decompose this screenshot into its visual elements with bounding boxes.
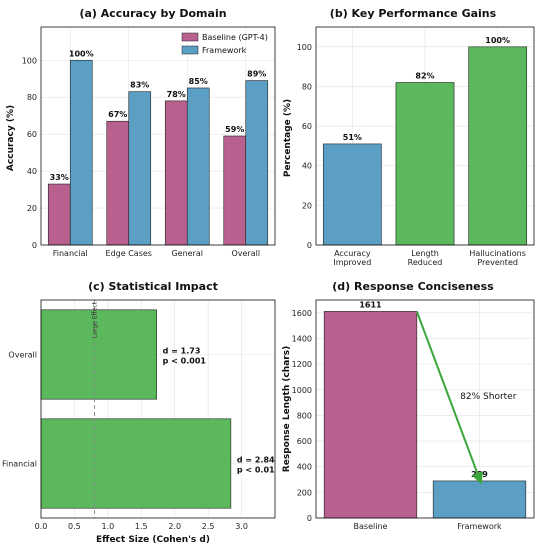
data-label: 100%: [485, 36, 510, 45]
x-tick-label: 1.0: [101, 522, 114, 531]
bar-gain: [468, 46, 528, 246]
y-tick-label: 1000: [292, 386, 312, 395]
chart-statistical-impact: (c) Statistical Impact Effect Size (Cohe…: [2, 280, 276, 545]
x-tick-label: Baseline: [354, 522, 388, 531]
reduction-arrow: [415, 311, 484, 485]
y-tick-label: Financial: [2, 460, 37, 469]
x-tick-label: 2.0: [168, 522, 181, 531]
x-tick-label: Framework: [457, 522, 502, 531]
y-tick-label: 1200: [292, 360, 312, 369]
x-tick-label: Length Reduced: [408, 249, 443, 267]
y-tick-label: 1400: [292, 334, 312, 343]
bar-framework: [128, 91, 152, 246]
y-tick-label: 100: [297, 43, 312, 52]
y-tick-label: 20: [302, 201, 312, 210]
y-tick-label: 60: [302, 122, 312, 131]
effect-annotation: d = 1.73 p < 0.001: [163, 347, 207, 366]
chart-a-legend: Baseline (GPT-4) Framework: [181, 32, 268, 55]
data-label: 59%: [225, 125, 244, 134]
data-label: 1611: [359, 300, 382, 309]
x-tick-label: 1.5: [135, 522, 148, 531]
y-tick-label: 600: [297, 437, 312, 446]
chart-c-title: (c) Statistical Impact: [88, 280, 218, 293]
x-tick-label: 0.5: [68, 522, 81, 531]
chart-d-ylabel: Response Length (chars): [282, 346, 292, 472]
bar-response-length: [432, 480, 527, 519]
bar-gain: [395, 82, 455, 246]
legend-swatch-framework: [181, 45, 199, 55]
bar-baseline: [106, 120, 130, 246]
reduction-annotation: 82% Shorter: [460, 392, 517, 402]
y-tick-label: 800: [297, 411, 312, 420]
chart-accuracy-by-domain: (a) Accuracy by Domain Accuracy (%) 33% 1…: [6, 7, 276, 258]
bar-baseline: [223, 135, 247, 246]
x-tick-label: Hallucinations Prevented: [469, 249, 526, 267]
y-tick-label: 40: [302, 162, 312, 171]
x-tick-label: Overall: [231, 249, 260, 258]
bar-framework: [69, 59, 93, 246]
chart-b-ylabel: Percentage (%): [283, 99, 293, 177]
x-tick-label: Financial: [53, 249, 88, 258]
y-tick-label: 100: [22, 56, 37, 65]
y-tick-label: 80: [302, 82, 312, 91]
bar-gain: [322, 143, 382, 246]
data-label: 85%: [189, 77, 208, 86]
chart-a-ylabel: Accuracy (%): [6, 105, 16, 171]
y-tick-label: 400: [297, 463, 312, 472]
bar-effect-size: [40, 309, 157, 400]
bar-framework: [245, 80, 269, 246]
x-tick-label: General: [171, 249, 203, 258]
chart-b-title: (b) Key Performance Gains: [330, 7, 497, 20]
chart-key-performance-gains: (b) Key Performance Gains Percentage (%)…: [283, 7, 535, 267]
y-tick-label: 0: [307, 514, 312, 523]
y-tick-label: 80: [27, 93, 37, 102]
chart-response-conciseness: (d) Response Conciseness Response Length…: [282, 280, 535, 531]
y-tick-label: 200: [297, 488, 312, 497]
data-label: 78%: [167, 90, 186, 99]
y-tick-label: 20: [27, 204, 37, 213]
chart-d-title: (d) Response Conciseness: [332, 280, 494, 293]
legend-label-framework: Framework: [202, 46, 247, 55]
x-tick-label: 2.5: [202, 522, 215, 531]
y-tick-label: 60: [27, 130, 37, 139]
bar-response-length: [323, 311, 418, 519]
x-tick-label: Accuracy Improved: [333, 249, 371, 267]
legend-label-baseline: Baseline (GPT-4): [202, 33, 268, 42]
y-tick-label: 0: [307, 241, 312, 250]
x-tick-label: Edge Cases: [106, 249, 152, 258]
bar-effect-size: [40, 418, 232, 509]
data-label: 51%: [343, 133, 362, 142]
data-label: 67%: [108, 110, 127, 119]
chart-c-xlabel: Effect Size (Cohen's d): [96, 535, 210, 545]
data-label: 100%: [69, 49, 94, 58]
y-tick-label: 0: [32, 241, 37, 250]
y-tick-label: Overall: [8, 351, 37, 360]
bar-framework: [186, 87, 210, 246]
effect-annotation: d = 2.84 p < 0.01: [237, 456, 275, 475]
chart-a-title: (a) Accuracy by Domain: [79, 7, 226, 20]
data-label: 89%: [247, 70, 266, 79]
bar-baseline: [164, 100, 188, 246]
y-tick-label: 40: [27, 167, 37, 176]
x-tick-label: 0.0: [35, 522, 48, 531]
data-label: 83%: [130, 81, 149, 90]
x-tick-label: 3.0: [235, 522, 248, 531]
legend-swatch-baseline: [181, 32, 199, 42]
reference-line-label: Large Effect: [91, 301, 98, 338]
data-label: 82%: [415, 71, 434, 80]
bar-baseline: [47, 183, 71, 246]
data-label: 33%: [50, 173, 69, 182]
y-tick-label: 1600: [292, 309, 312, 318]
